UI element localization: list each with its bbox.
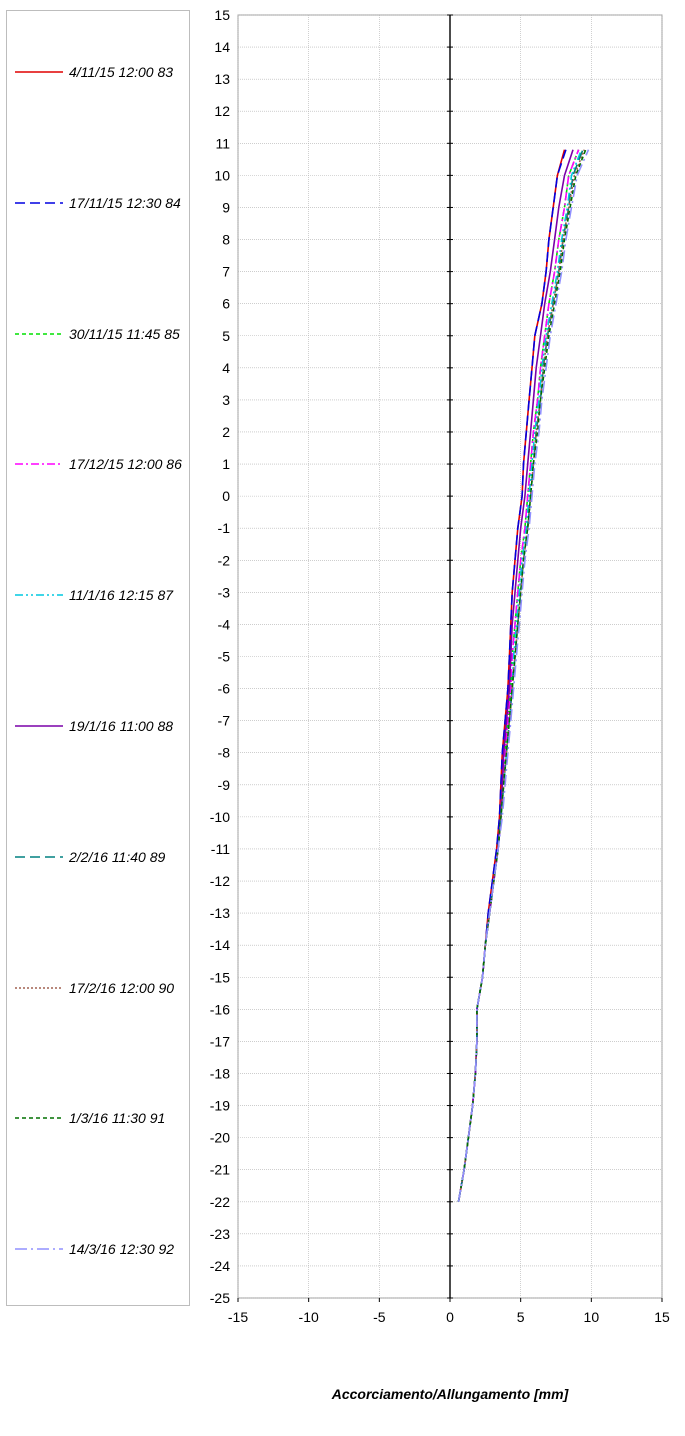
legend-entry: 14/3/16 12:30 92 [7, 1240, 191, 1300]
y-tick-label: -3 [218, 584, 231, 600]
legend-entry: 11/1/16 12:15 87 [7, 586, 191, 646]
y-tick-label: -18 [210, 1065, 230, 1081]
legend-entry: 19/1/16 11:00 88 [7, 717, 191, 777]
y-tick-label: 13 [214, 71, 230, 87]
y-tick-label: 12 [214, 103, 230, 119]
legend-label: 17/12/15 12:00 86 [69, 456, 182, 473]
x-tick-label: 10 [584, 1309, 600, 1325]
legend-swatch [15, 1117, 63, 1120]
legend-swatch [15, 986, 63, 989]
y-tick-label: 4 [222, 360, 230, 376]
series-line-2 [457, 149, 567, 1202]
legend-entry: 17/12/15 12:00 86 [7, 455, 191, 515]
y-tick-label: -1 [218, 520, 231, 536]
y-tick-label: -21 [210, 1162, 230, 1178]
legend-label: 19/1/16 11:00 88 [69, 718, 174, 734]
y-tick-label: -16 [210, 1001, 230, 1017]
legend-label: 11/1/16 12:15 87 [69, 587, 174, 604]
y-tick-label: -9 [218, 777, 231, 793]
y-tick-label: -25 [210, 1290, 230, 1306]
x-tick-label: 5 [517, 1309, 525, 1325]
y-tick-label: -5 [218, 649, 231, 665]
legend-label: 17/2/16 12:00 90 [69, 979, 175, 996]
legend-label: 17/11/15 12:30 84 [69, 194, 181, 211]
y-tick-label: -20 [210, 1130, 230, 1146]
x-tick-label: 15 [654, 1309, 670, 1325]
x-tick-label: -5 [373, 1309, 386, 1325]
y-tick-label: -11 [211, 841, 230, 857]
legend-swatch [15, 201, 63, 204]
y-tick-label: -15 [210, 969, 230, 985]
y-tick-label: -23 [210, 1226, 230, 1242]
y-tick-label: 3 [222, 392, 230, 408]
y-tick-label: 2 [222, 424, 230, 440]
legend-swatch [15, 332, 63, 335]
y-tick-label: -2 [218, 552, 231, 568]
legend-entry: 4/11/15 12:00 83 [7, 63, 191, 123]
legend-label: 1/3/16 11:30 91 [69, 1110, 166, 1127]
y-tick-label: 6 [222, 296, 230, 312]
y-tick-label: 0 [222, 488, 230, 504]
series-line-10 [457, 149, 590, 1202]
y-tick-label: 11 [215, 135, 230, 151]
y-tick-label: 14 [214, 39, 230, 55]
legend-swatch [15, 855, 63, 858]
legend-label: 2/2/16 11:40 89 [69, 848, 166, 865]
legend-swatch [15, 725, 63, 727]
legend-label: 30/11/15 11:45 85 [69, 325, 180, 342]
y-tick-label: -24 [210, 1258, 230, 1274]
y-tick-label: -19 [210, 1098, 230, 1114]
legend-label: 4/11/15 12:00 83 [69, 64, 174, 80]
y-tick-label: 1 [222, 456, 230, 472]
y-tick-label: 5 [222, 328, 230, 344]
y-tick-label: 10 [214, 167, 230, 183]
legend-entry: 17/2/16 12:00 90 [7, 979, 191, 1039]
y-tick-label: -6 [218, 681, 231, 697]
y-tick-label: -4 [218, 616, 231, 632]
legend-label: 14/3/16 12:30 92 [69, 1241, 175, 1258]
y-tick-label: 7 [222, 264, 230, 280]
legend-entry: 1/3/16 11:30 91 [7, 1109, 191, 1169]
y-tick-label: -10 [210, 809, 230, 825]
legend-swatch [15, 1248, 63, 1250]
y-tick-label: -14 [210, 937, 230, 953]
chart-plot: 1514131211109876543210-1-2-3-4-5-6-7-8-9… [210, 7, 670, 1325]
legend-entry: 30/11/15 11:45 85 [7, 325, 191, 385]
x-tick-label: 0 [446, 1309, 454, 1325]
legend-swatch [15, 71, 63, 73]
x-tick-label: -15 [228, 1309, 248, 1325]
x-axis-label: Accorciamento/Allungamento [mm] [331, 1386, 569, 1402]
y-tick-label: -7 [218, 713, 231, 729]
y-tick-label: -17 [210, 1033, 230, 1049]
legend: 4/11/15 12:00 83 17/11/15 12:30 84 30/11/1… [6, 10, 190, 1306]
legend-entry: 17/11/15 12:30 84 [7, 194, 191, 254]
y-tick-label: 15 [214, 7, 230, 23]
legend-entry: 2/2/16 11:40 89 [7, 848, 191, 908]
y-tick-label: 8 [222, 232, 230, 248]
y-tick-label: -12 [210, 873, 230, 889]
y-tick-label: -13 [210, 905, 230, 921]
legend-swatch [15, 463, 63, 466]
y-tick-label: -22 [210, 1194, 230, 1210]
x-tick-label: -10 [299, 1309, 319, 1325]
legend-swatch [15, 594, 63, 596]
y-tick-label: -8 [218, 745, 231, 761]
y-tick-label: 9 [222, 199, 230, 215]
